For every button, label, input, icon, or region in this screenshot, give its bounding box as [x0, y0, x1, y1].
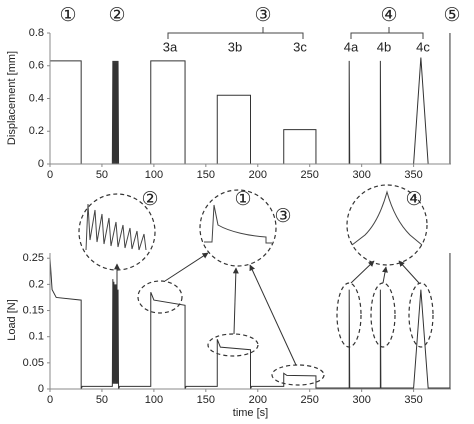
annotation: 3c — [293, 39, 307, 54]
annotation: ③ — [254, 5, 271, 26]
y-tick-label: 0.2 — [29, 125, 44, 137]
inset-sketch — [85, 203, 147, 251]
x-tick-label: 300 — [352, 394, 370, 406]
x-tick-label: 0 — [47, 169, 53, 181]
top-annotations: ① ② ③ ④ ⑤ 3a 3b 3c 4a 4b 4c — [59, 5, 460, 54]
annotation: ③ — [274, 206, 291, 227]
x-tick-label: 0 — [47, 394, 53, 406]
y-tick-label: 0.6 — [29, 60, 44, 72]
y-tick-label: 0.25 — [23, 252, 44, 264]
y-tick-label: 0.4 — [29, 92, 44, 104]
x-tick-label: 350 — [404, 169, 422, 181]
y-tick-label: 0.8 — [29, 27, 44, 39]
highlight — [408, 282, 434, 348]
y-tick-label: 0.2 — [29, 278, 44, 290]
annotation: ⑤ — [443, 5, 460, 26]
y-tick-label: 0.05 — [23, 357, 44, 369]
y-tick-label: 0.15 — [23, 304, 44, 316]
inset-sketch — [351, 190, 423, 246]
highlight — [370, 282, 396, 348]
highlight — [336, 282, 362, 348]
y-tick-label: 0 — [38, 158, 44, 170]
annotation: 4a — [344, 39, 359, 54]
bracket — [167, 27, 424, 39]
x-tick-label: 100 — [145, 394, 163, 406]
insets: ② ① ③ ④ — [78, 184, 434, 386]
zoom-circle — [199, 189, 277, 267]
annotation: 4c — [416, 39, 430, 54]
annotation: 4b — [377, 39, 391, 54]
annotation: ① — [59, 5, 76, 26]
y-tick-label: 0 — [38, 383, 44, 395]
x-tick-label: 300 — [352, 169, 370, 181]
x-tick-label: 250 — [301, 169, 319, 181]
x-tick-label: 100 — [145, 169, 163, 181]
annotation: ④ — [405, 189, 422, 210]
highlight — [137, 280, 183, 314]
x-tick-label: 50 — [96, 169, 108, 181]
y-tick-label: 0.1 — [29, 331, 44, 343]
inset-sketch — [204, 204, 272, 244]
x-axis-label: time [s] — [233, 407, 268, 419]
arrows — [114, 252, 420, 366]
annotation: 3a — [163, 39, 178, 54]
annotation: ① — [234, 189, 251, 210]
x-tick-label: 200 — [249, 394, 267, 406]
annotation: ④ — [380, 5, 397, 26]
x-tick-label: 250 — [301, 394, 319, 406]
highlight — [271, 364, 325, 386]
annotation: ② — [141, 189, 158, 210]
zoom-circle — [346, 184, 428, 266]
data-line — [49, 253, 451, 390]
y-axis-label: Displacement [mm] — [6, 51, 18, 145]
x-tick-label: 50 — [96, 394, 108, 406]
highlight — [207, 333, 259, 357]
x-tick-label: 200 — [249, 169, 267, 181]
y-axis-label: Load [N] — [6, 299, 18, 341]
x-tick-label: 350 — [404, 394, 422, 406]
annotation: ② — [108, 5, 125, 26]
annotation: 3b — [228, 39, 242, 54]
x-tick-label: 150 — [197, 169, 215, 181]
x-tick-label: 150 — [197, 394, 215, 406]
